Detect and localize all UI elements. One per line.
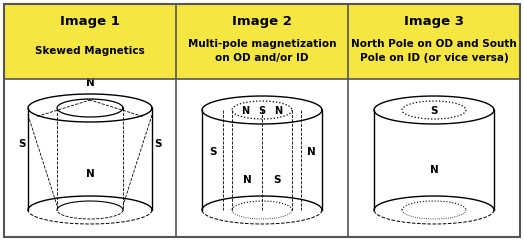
Text: N: N	[242, 106, 249, 116]
Text: Multi-pole magnetization
on OD and/or ID: Multi-pole magnetization on OD and/or ID	[188, 39, 336, 63]
Bar	[348, 4, 520, 79]
Text: N: N	[430, 165, 439, 175]
Text: N: N	[85, 78, 94, 88]
Text: S: S	[154, 139, 161, 149]
Text: N: N	[243, 175, 252, 185]
Text: Image 1: Image 1	[60, 15, 120, 28]
Bar	[176, 4, 348, 79]
Text: S: S	[430, 106, 438, 116]
Text: Image 2: Image 2	[232, 15, 292, 28]
Text: N: N	[307, 147, 315, 157]
Bar	[4, 4, 176, 79]
Text: N: N	[85, 169, 94, 179]
Text: Image 3: Image 3	[404, 15, 464, 28]
Text: S: S	[258, 106, 266, 116]
Text: N: N	[275, 106, 282, 116]
Text: Skewed Magnetics: Skewed Magnetics	[35, 46, 145, 56]
Text: North Pole on OD and South
Pole on ID (or vice versa): North Pole on OD and South Pole on ID (o…	[351, 39, 517, 63]
Text: S: S	[18, 139, 26, 149]
Text: S: S	[273, 175, 281, 185]
Text: S: S	[209, 147, 216, 157]
